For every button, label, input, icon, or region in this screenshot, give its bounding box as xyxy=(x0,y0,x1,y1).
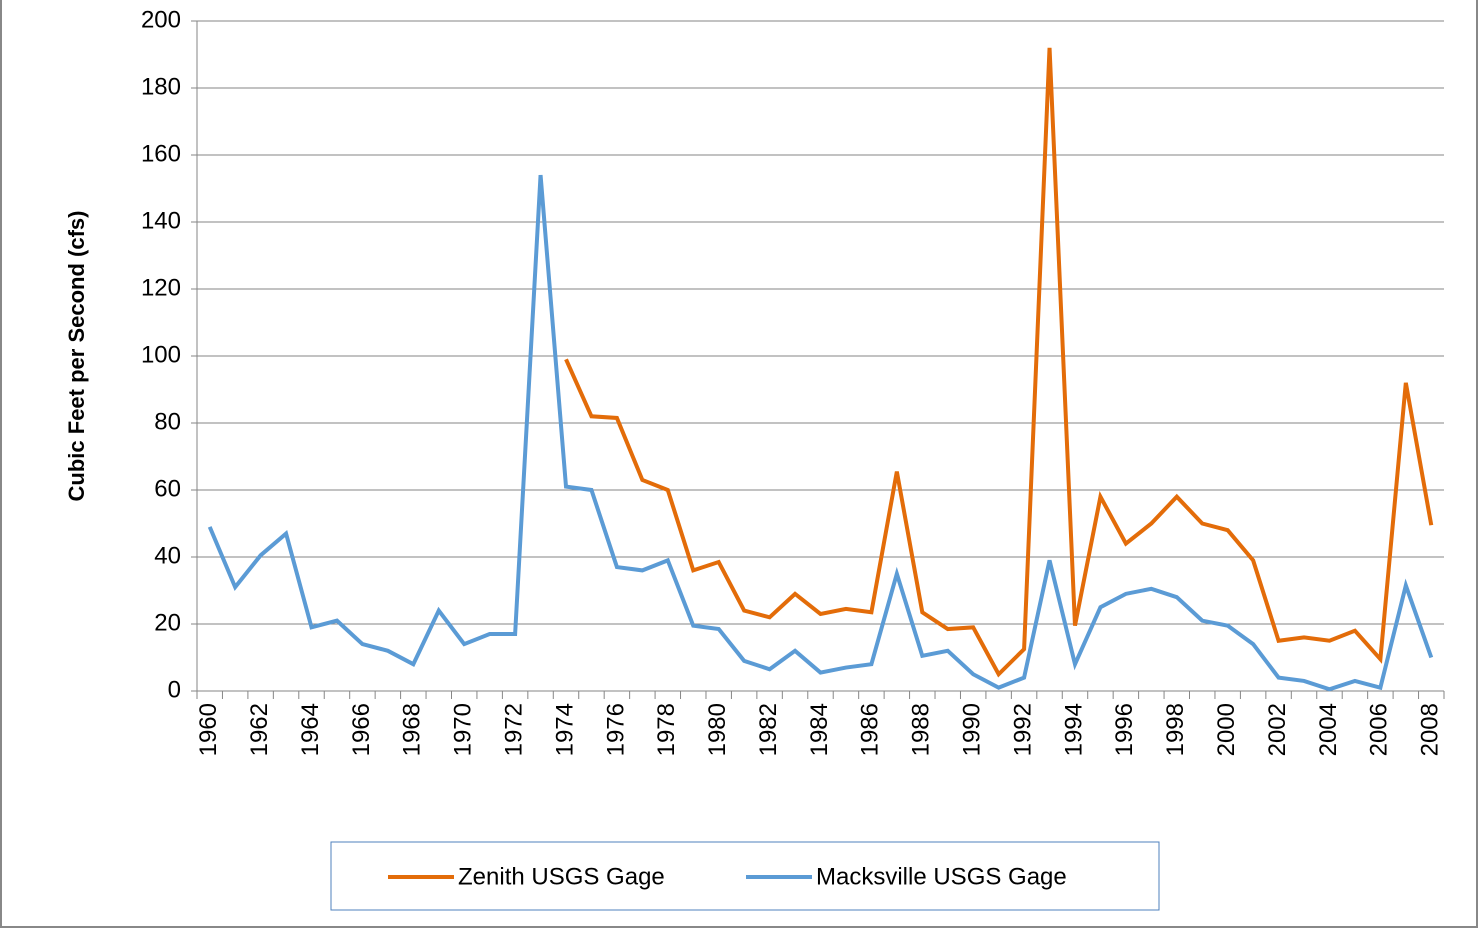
x-tick-label: 2004 xyxy=(1315,703,1342,756)
y-tick-label: 80 xyxy=(154,408,181,435)
y-tick-label: 0 xyxy=(168,676,181,703)
series-line xyxy=(207,174,1434,692)
y-tick-label: 20 xyxy=(154,609,181,636)
x-tick-label: 1972 xyxy=(500,703,527,756)
y-tick-label: 200 xyxy=(141,6,181,33)
x-tick-label: 1996 xyxy=(1111,703,1138,756)
x-tick-label: 1976 xyxy=(602,703,629,756)
x-tick-label: 1984 xyxy=(806,703,833,756)
y-tick-label: 180 xyxy=(141,73,181,100)
x-tick-label: 1980 xyxy=(704,703,731,756)
series-line xyxy=(564,47,1434,678)
x-tick-label: 1988 xyxy=(908,703,935,756)
y-tick-label: 140 xyxy=(141,207,181,234)
legend xyxy=(330,841,1160,911)
x-tick-label: 1970 xyxy=(450,703,477,756)
x-tick-label: 2000 xyxy=(1213,703,1240,756)
x-tick-label: 1994 xyxy=(1060,703,1087,756)
x-tick-label: 1962 xyxy=(246,703,273,756)
x-tick-label: 2002 xyxy=(1264,703,1291,756)
x-tick-label: 1966 xyxy=(348,703,375,756)
legend-label: Zenith USGS Gage xyxy=(458,863,665,890)
y-tick-label: 120 xyxy=(141,274,181,301)
x-tick-label: 1978 xyxy=(653,703,680,756)
x-tick-label: 1992 xyxy=(1009,703,1036,756)
x-tick-label: 2006 xyxy=(1366,703,1393,756)
y-axis-title: Cubic Feet per Second (cfs) xyxy=(64,211,89,502)
x-tick-label: 1998 xyxy=(1162,703,1189,756)
x-tick-label: 1990 xyxy=(959,703,986,756)
y-tick-label: 160 xyxy=(141,140,181,167)
x-tick-label: 1986 xyxy=(857,703,884,756)
y-tick-label: 40 xyxy=(154,542,181,569)
x-tick-label: 1968 xyxy=(399,703,426,756)
x-tick-label: 2008 xyxy=(1417,703,1444,756)
legend-label: Macksville USGS Gage xyxy=(816,863,1067,890)
x-tick-label: 1974 xyxy=(551,703,578,756)
x-tick-label: 1982 xyxy=(755,703,782,756)
x-tick-label: 1960 xyxy=(195,703,222,756)
y-tick-label: 100 xyxy=(141,341,181,368)
y-tick-label: 60 xyxy=(154,475,181,502)
x-tick-label: 1964 xyxy=(297,703,324,756)
